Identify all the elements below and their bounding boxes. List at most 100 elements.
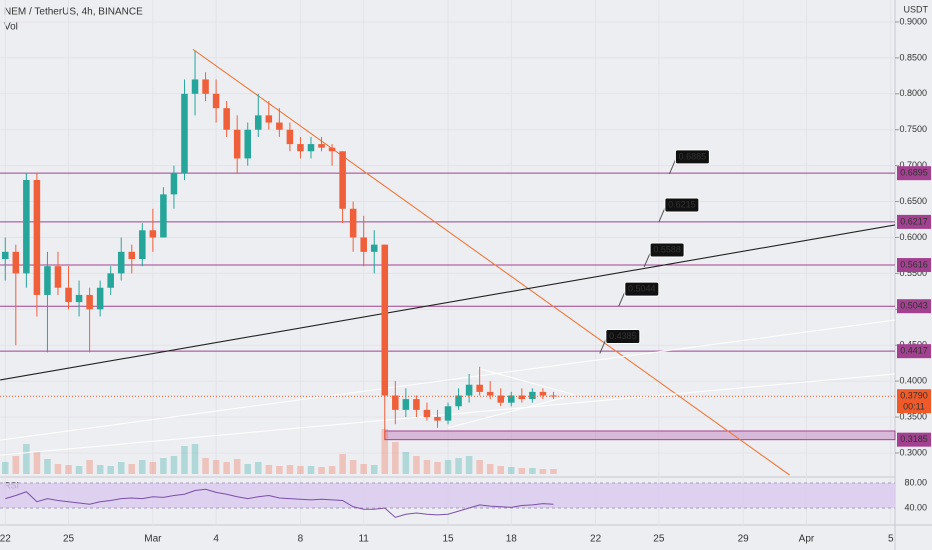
candle-body <box>23 180 30 274</box>
x-tick-label: 22 <box>0 534 11 545</box>
level-label-bg <box>897 166 931 181</box>
volume-bar <box>518 468 526 474</box>
candle-body <box>529 391 536 400</box>
candle-body <box>286 129 294 145</box>
callout-box <box>674 149 710 165</box>
volume-bar <box>444 460 452 474</box>
y-tick-label: 0.8500 <box>899 52 927 62</box>
volume-bar <box>75 466 83 474</box>
volume-bar <box>233 459 241 474</box>
candle-body <box>212 93 220 109</box>
candle-body <box>392 395 399 410</box>
callout-pointer <box>618 291 626 307</box>
x-tick-label: 5 <box>888 534 894 545</box>
candle-body <box>255 115 262 130</box>
volume-bar <box>434 462 441 474</box>
volume-bar <box>286 465 294 474</box>
volume-bar <box>486 464 494 474</box>
trendline <box>0 319 896 441</box>
candle-body <box>75 294 83 303</box>
candle-body <box>539 391 547 396</box>
candle-body <box>233 129 241 159</box>
trendline <box>477 367 575 396</box>
volume-bar <box>181 446 188 474</box>
level-label: 0.5616 <box>900 259 928 269</box>
volume-bar <box>392 442 399 474</box>
chart-title: NEM / TetherUS, 4h, BINANCE <box>4 7 143 18</box>
volume-bar <box>455 458 462 474</box>
volume-bar <box>191 444 199 474</box>
candle-body <box>86 294 93 310</box>
volume-bar <box>65 465 72 474</box>
volume-bar <box>170 456 178 474</box>
callout-pointer <box>658 207 666 223</box>
candle-body <box>117 251 125 274</box>
volume-bar <box>265 465 273 474</box>
y-tick-label: 0.6000 <box>899 232 927 242</box>
volume-bar <box>297 466 304 474</box>
trendline <box>0 224 896 381</box>
candle-body <box>265 115 273 123</box>
callout-pointer <box>643 252 651 268</box>
volume-bar <box>54 464 62 474</box>
callout-label: 0.6885 <box>679 151 707 161</box>
volume-bar <box>44 459 51 474</box>
candle-body <box>244 129 252 159</box>
candle-body <box>465 384 473 396</box>
volume-bar <box>107 466 114 474</box>
volume-bar <box>307 466 315 474</box>
y-tick-label: 0.7000 <box>899 160 927 170</box>
volume-bar <box>244 464 252 474</box>
y-tick-label: 0.3500 <box>899 411 927 421</box>
level-label-bg <box>897 258 931 273</box>
candle-body <box>434 417 441 421</box>
trendline <box>447 394 575 429</box>
volume-bar <box>497 466 505 474</box>
volume-bar <box>160 458 167 474</box>
volume-bar <box>202 458 209 474</box>
volume-bar <box>212 460 220 474</box>
volume-bar <box>508 467 515 474</box>
candle-body <box>128 251 136 260</box>
candle-body <box>65 287 72 303</box>
volume-label: Vol <box>4 22 18 33</box>
level-label: 0.5043 <box>900 301 928 311</box>
candle-body <box>139 230 146 260</box>
volume-bar <box>413 456 420 474</box>
candle-body <box>181 93 188 173</box>
level-label-bg <box>897 214 931 229</box>
callout-label: 0.5044 <box>628 284 656 294</box>
volume-bar <box>550 469 557 474</box>
volume-bar <box>476 460 483 474</box>
callout-label: 0.4385 <box>609 331 637 341</box>
y-tick-label: 0.4000 <box>899 375 927 385</box>
x-tick-label: Mar <box>144 534 162 545</box>
zone-label: 0.3185 <box>900 434 928 444</box>
x-tick-label: 29 <box>738 534 750 545</box>
y-axis-label: USDT <box>904 4 929 14</box>
volume-bar <box>370 465 378 474</box>
candle-body <box>160 194 167 238</box>
candle-body <box>455 395 462 407</box>
candle-body <box>33 180 41 295</box>
volume-bar <box>465 456 473 474</box>
volume-bar <box>539 469 547 474</box>
zone-label-bg <box>897 432 931 447</box>
zone <box>384 430 896 441</box>
callout-label: 0.6215 <box>668 199 696 209</box>
callout-box <box>605 328 641 344</box>
callout-box <box>664 197 700 213</box>
x-tick-label: 11 <box>358 534 369 545</box>
candle-body <box>202 79 209 94</box>
volume-bar <box>139 460 146 474</box>
volume-bar <box>223 462 230 474</box>
callout-box <box>624 281 660 297</box>
level-label: 0.6217 <box>900 216 928 226</box>
x-tick-label: 22 <box>590 534 602 545</box>
candle-body <box>107 273 114 288</box>
candle-body <box>497 395 505 403</box>
last-price-label: 0.3790 <box>900 391 928 401</box>
candle-body <box>318 144 325 148</box>
volume-bar <box>360 464 367 474</box>
